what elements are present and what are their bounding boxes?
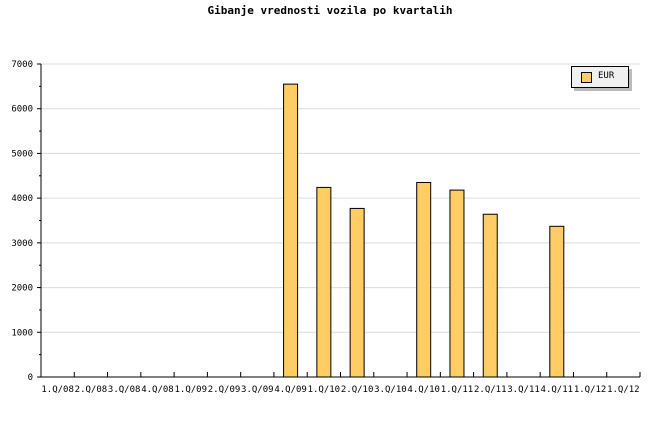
x-tick-label: 1.Q/11 [441, 385, 474, 395]
x-tick-label: 1.Q/12 [574, 385, 607, 395]
x-tick-label: 3.Q/08 [108, 385, 141, 395]
x-tick-label: 4.Q/11 [541, 385, 574, 395]
x-tick-label: 3.Q/11 [507, 385, 540, 395]
legend: EUR [571, 66, 629, 88]
chart-title: Gibanje vrednosti vozila po kvartalih [207, 4, 453, 17]
y-tick-label: 2000 [11, 284, 33, 294]
x-tick-label: 1.Q/09 [174, 385, 207, 395]
y-tick-label: 1000 [11, 328, 33, 338]
x-tick-label: 2.Q/10 [341, 385, 374, 395]
bar-1.Q/11 [449, 189, 465, 378]
x-tick-label: 1.Q/08 [41, 385, 74, 395]
y-tick-label: 7000 [11, 60, 33, 70]
x-tick-label: 1.Q/10 [308, 385, 341, 395]
bar-4.Q/09 [283, 83, 299, 378]
bar-2.Q/11 [482, 213, 498, 378]
x-tick-label: 4.Q/10 [407, 385, 440, 395]
legend-swatch [581, 72, 592, 83]
x-tick-label: 4.Q/09 [274, 385, 307, 395]
y-tick-label: 0 [28, 373, 33, 383]
y-tick-label: 4000 [11, 194, 33, 204]
y-tick-label: 5000 [11, 149, 33, 159]
x-tick-label: 4.Q/08 [141, 385, 174, 395]
bar-2.Q/10 [349, 207, 365, 378]
x-tick-label: 1.Q/12 [607, 385, 640, 395]
bar-4.Q/11 [549, 225, 565, 378]
x-tick-label: 2.Q/08 [75, 385, 108, 395]
y-tick-label: 6000 [11, 105, 33, 115]
x-tick-label: 2.Q/09 [208, 385, 241, 395]
bar-1.Q/10 [316, 186, 332, 378]
x-tick-label: 3.Q/10 [374, 385, 407, 395]
legend-label: EUR [598, 71, 615, 81]
x-tick-label: 2.Q/11 [474, 385, 507, 395]
bar-4.Q/10 [416, 181, 432, 378]
x-tick-label: 3.Q/09 [241, 385, 274, 395]
y-tick-label: 3000 [11, 239, 33, 249]
